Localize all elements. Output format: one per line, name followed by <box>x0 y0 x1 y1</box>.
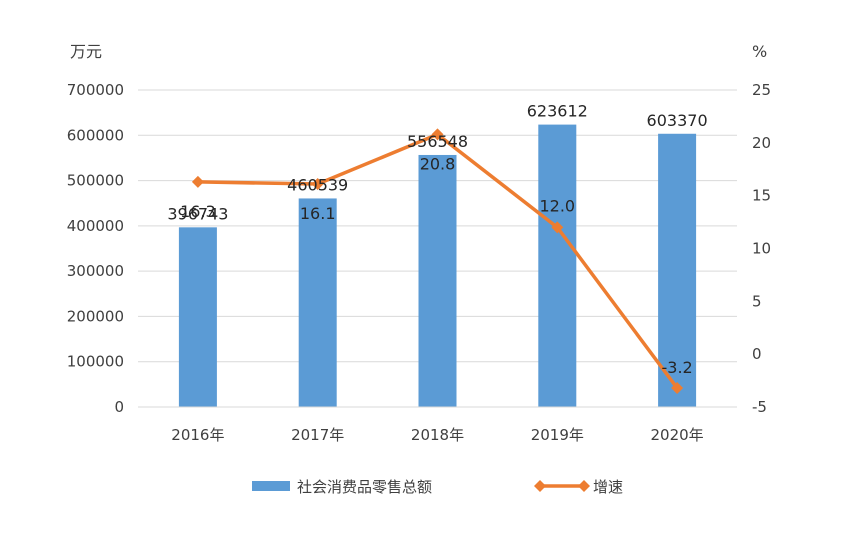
y-right-tick-label: 0 <box>752 345 762 363</box>
y-left-tick-label: 700000 <box>67 81 124 99</box>
x-tick-label: 2020年 <box>651 426 704 444</box>
bar-data-label: 603370 <box>647 111 708 130</box>
legend-swatch-growth-marker <box>534 480 546 492</box>
line-data-label: 20.8 <box>420 154 456 173</box>
growth-rate-marker <box>191 175 204 188</box>
y-left-tick-label: 600000 <box>67 126 124 144</box>
y-left-tick-label: 500000 <box>67 172 124 190</box>
bar-retail-sales <box>538 124 577 408</box>
y-right-tick-label: 10 <box>752 240 771 258</box>
y-left-tick-label: 400000 <box>67 217 124 235</box>
legend-swatch-growth-marker <box>578 480 590 492</box>
growth-rate-marker <box>671 381 684 394</box>
bar-retail-sales <box>658 133 697 407</box>
x-tick-label: 2016年 <box>171 426 224 444</box>
bar-data-label: 460539 <box>287 175 348 194</box>
x-tick-label: 2019年 <box>531 426 584 444</box>
bar-data-label: 623612 <box>527 102 588 121</box>
y-right-tick-label: 15 <box>752 187 771 205</box>
bar-retail-sales <box>298 198 337 407</box>
bar-retail-sales <box>178 227 217 407</box>
line-data-label: -3.2 <box>661 358 692 377</box>
line-data-label: 16.3 <box>180 202 216 221</box>
x-tick-label: 2017年 <box>291 426 344 444</box>
x-tick-label: 2018年 <box>411 426 464 444</box>
y-left-tick-label: 200000 <box>67 307 124 325</box>
legend-swatch-retail-sales <box>252 481 290 491</box>
y-left-tick-label: 300000 <box>67 262 124 280</box>
growth-rate-marker <box>551 221 564 234</box>
bar-data-label: 556548 <box>407 132 468 151</box>
y-left-tick-label: 100000 <box>67 353 124 371</box>
legend-label-retail-sales: 社会消费品零售总额 <box>297 478 432 496</box>
growth-rate-marker <box>311 178 324 191</box>
bar-retail-sales <box>418 154 457 407</box>
y-left-unit: 万元 <box>70 42 102 61</box>
y-left-tick-label: 0 <box>114 398 124 416</box>
legend-label-growth-rate: 增速 <box>593 478 623 496</box>
bar-data-label: 396743 <box>167 204 228 223</box>
growth-rate-marker <box>431 128 444 141</box>
line-data-label: 16.1 <box>300 204 336 223</box>
y-right-tick-label: 5 <box>752 292 762 310</box>
y-right-tick-label: -5 <box>752 398 767 416</box>
y-right-tick-label: 20 <box>752 134 771 152</box>
line-data-label: 12.0 <box>539 196 575 215</box>
y-right-tick-label: 25 <box>752 81 771 99</box>
y-right-unit: % <box>752 42 767 61</box>
